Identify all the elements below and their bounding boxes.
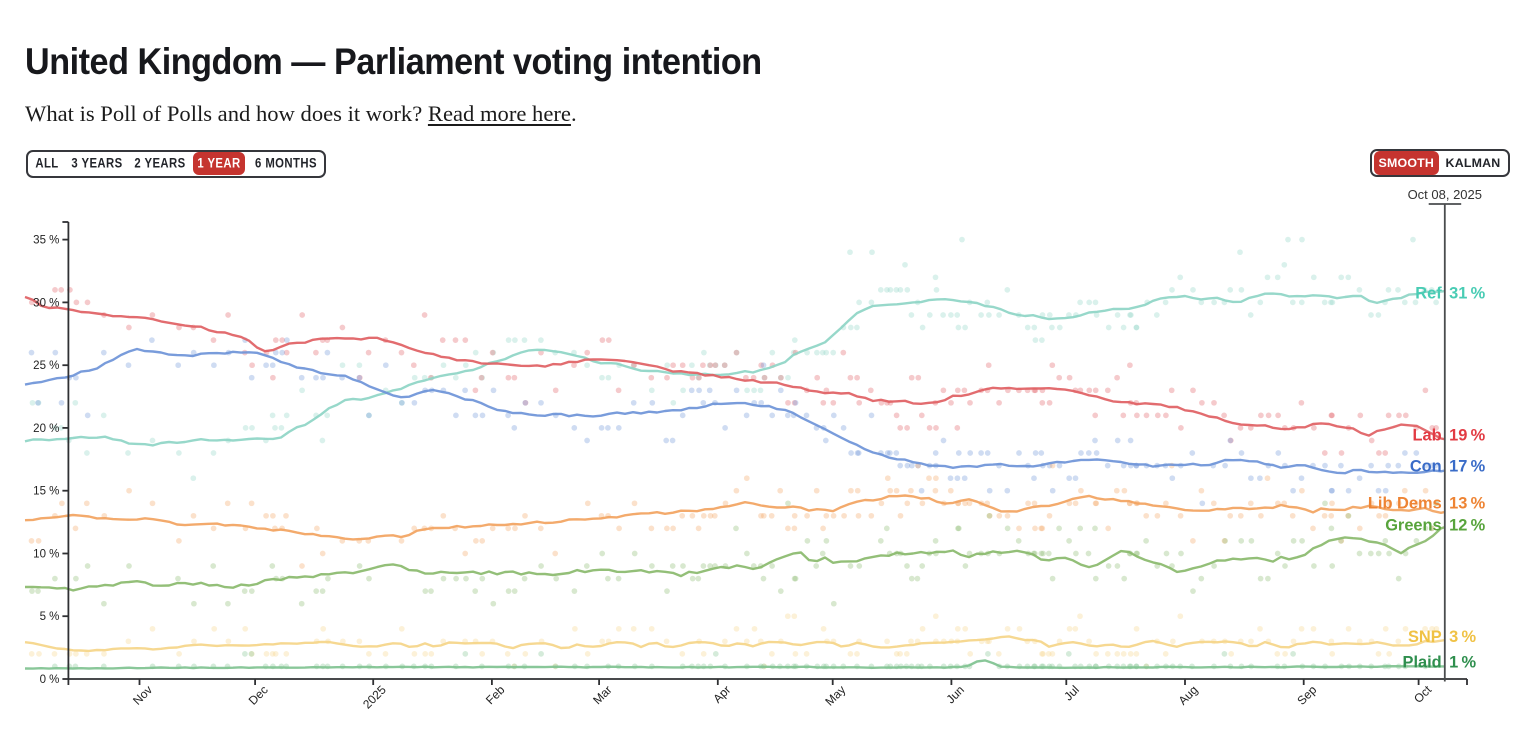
svg-text:15 %: 15 % (33, 486, 59, 498)
svg-text:May: May (822, 683, 848, 709)
svg-text:Oct: Oct (1411, 682, 1435, 706)
svg-text:1 %: 1 % (1449, 654, 1476, 672)
svg-text:Jul: Jul (1061, 683, 1082, 704)
svg-text:Plaid: Plaid (1403, 654, 1442, 672)
svg-text:Con: Con (1410, 458, 1442, 476)
svg-text:20 %: 20 % (33, 423, 59, 435)
svg-text:Dec: Dec (246, 683, 271, 708)
svg-text:SNP: SNP (1408, 628, 1442, 646)
svg-text:Apr: Apr (710, 683, 733, 706)
svg-text:Ref: Ref (1415, 285, 1442, 303)
svg-text:13 %: 13 % (1449, 495, 1486, 513)
svg-text:10 %: 10 % (33, 548, 59, 560)
svg-text:Greens: Greens (1385, 517, 1442, 535)
svg-text:Oct 08, 2025: Oct 08, 2025 (1408, 187, 1482, 202)
svg-text:Feb: Feb (483, 682, 508, 707)
svg-text:19 %: 19 % (1449, 427, 1486, 445)
svg-text:5 %: 5 % (40, 611, 60, 623)
svg-text:25 %: 25 % (33, 360, 59, 372)
svg-text:2025: 2025 (360, 682, 389, 711)
svg-text:30 %: 30 % (33, 297, 59, 309)
svg-text:17 %: 17 % (1449, 458, 1486, 476)
svg-text:Jun: Jun (943, 683, 967, 707)
svg-text:Nov: Nov (130, 683, 155, 708)
svg-text:Aug: Aug (1176, 683, 1201, 708)
svg-text:0 %: 0 % (40, 674, 60, 686)
svg-text:35 %: 35 % (33, 235, 59, 247)
svg-text:Sep: Sep (1294, 682, 1319, 707)
svg-text:12 %: 12 % (1449, 517, 1486, 535)
svg-text:3 %: 3 % (1449, 628, 1476, 646)
svg-text:Lib Dems: Lib Dems (1368, 495, 1442, 513)
svg-text:Mar: Mar (590, 683, 615, 708)
svg-text:31 %: 31 % (1449, 285, 1486, 303)
svg-text:Lab: Lab (1413, 427, 1442, 445)
